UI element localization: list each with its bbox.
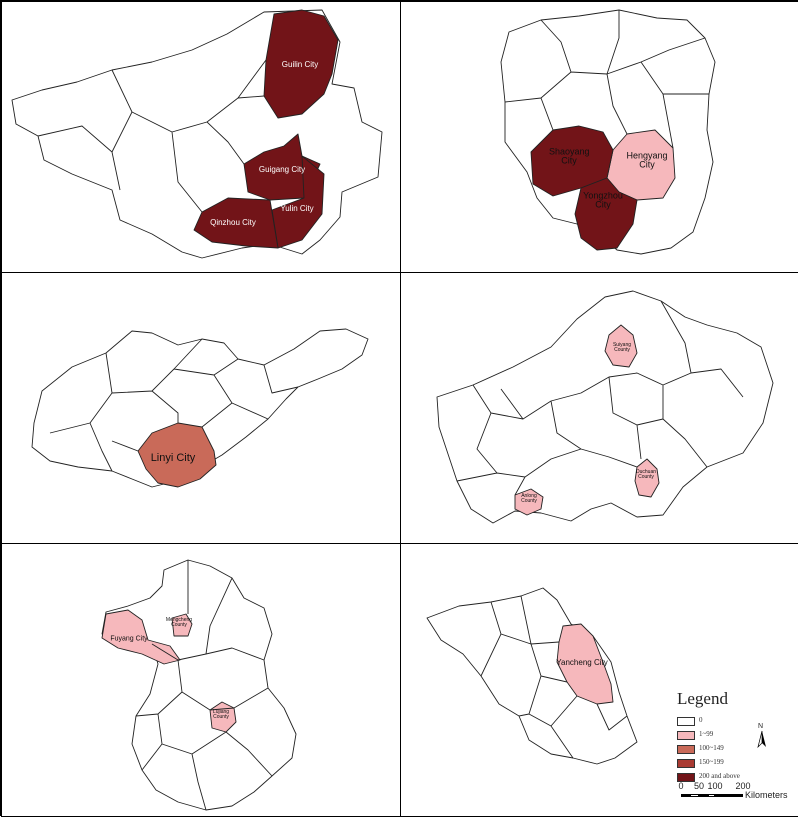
hunan-map [500, 9, 716, 255]
shandong-outline [31, 328, 369, 488]
guizhou-outline [436, 290, 774, 524]
legend: Legend 0 1~99 100~149 150~199 200 and ab… [677, 689, 793, 813]
legend-swatch [677, 717, 695, 726]
region-suiyang [604, 324, 638, 368]
jiangsu-map [426, 587, 638, 765]
region-yongzhou [574, 177, 638, 251]
region-label: Fuyang City [110, 635, 148, 643]
legend-title: Legend [677, 689, 728, 708]
legend-label: 150~199 [699, 758, 724, 766]
legend-label: 100~149 [699, 744, 724, 752]
map-panel-anhui [1, 543, 401, 817]
region-shaoyang [530, 125, 614, 197]
region-label: Mengcheng County [165, 616, 193, 628]
scale-tick-label: 200 [735, 781, 751, 791]
scale-tick-label: 100 [707, 781, 723, 791]
legend-item: 150~199 [677, 758, 793, 771]
scale-segment [715, 794, 743, 797]
north-arrow: N [755, 723, 769, 749]
guangxi-map [11, 9, 383, 259]
region-label: Yulin City [280, 203, 314, 213]
region-duchuan [634, 458, 660, 498]
legend-item: 200 and above [677, 772, 793, 785]
scale-bar: 0 50 100 200 Kilometers [677, 781, 795, 813]
guizhou-map [436, 290, 774, 524]
legend-swatch [677, 773, 695, 782]
region-guilin [263, 9, 339, 119]
legend-swatch [677, 731, 695, 740]
map-panel-jiangsu [400, 543, 798, 817]
map-panel-hunan [400, 1, 798, 273]
legend-item: 0 [677, 716, 793, 729]
legend-label: 200 and above [699, 772, 740, 780]
scale-segment [699, 794, 708, 797]
region-linyi [137, 422, 217, 488]
legend-swatch [677, 759, 695, 768]
map-panel-guangxi [1, 1, 401, 273]
region-label: Linyi City [150, 452, 196, 465]
region-label: Qinzhou City [210, 217, 256, 227]
region-anlong [514, 488, 544, 516]
legend-label: 0 [699, 716, 703, 724]
region-label: Yancheng City [556, 657, 608, 667]
legend-item: 100~149 [677, 744, 793, 757]
legend-swatch [677, 745, 695, 754]
north-arrow-icon [757, 730, 766, 749]
region-label: Guilin City [281, 59, 319, 69]
anhui-map [101, 559, 297, 811]
scale-segment [681, 794, 690, 797]
region-yancheng [556, 623, 614, 705]
scale-tick-label: 50 [693, 781, 705, 791]
region-label: Lujiang County [212, 708, 230, 720]
scale-segment [708, 794, 715, 797]
region-label: Guigang City [258, 164, 306, 174]
region-label: Duchuan County [635, 468, 656, 480]
scale-unit: Kilometers [745, 790, 788, 800]
map-panel-shandong [1, 272, 401, 544]
legend-label: 1~99 [699, 730, 714, 738]
shandong-map [31, 328, 369, 488]
region-mengcheng [171, 613, 193, 637]
anhui-outline [101, 559, 297, 811]
region-guigang [243, 133, 321, 201]
region-yulin [271, 155, 325, 249]
region-label: Anlong County [521, 492, 537, 504]
scale-segment [690, 794, 699, 797]
region-qinzhou [193, 197, 279, 249]
region-label: Yongzhou City [583, 190, 623, 210]
map-panel-guizhou [400, 272, 798, 544]
region-label: Suiyang County [612, 341, 632, 353]
region-label: Hengyang City [626, 150, 668, 170]
region-label: Shaoyang City [549, 146, 590, 166]
scale-tick-label: 0 [678, 781, 684, 791]
north-label: N [758, 723, 764, 730]
legend-item: 1~99 [677, 730, 793, 743]
